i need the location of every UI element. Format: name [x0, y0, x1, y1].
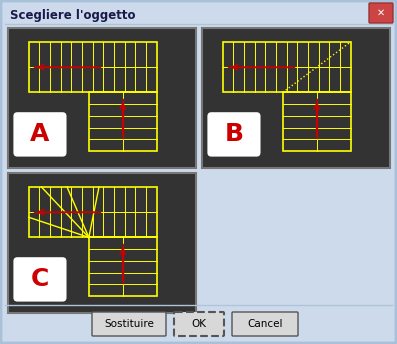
Text: C: C: [31, 267, 49, 291]
Bar: [89, 237, 156, 296]
Bar: [89, 93, 156, 151]
Bar: [94, 314, 166, 336]
Bar: [202, 28, 390, 168]
FancyBboxPatch shape: [92, 312, 166, 336]
Text: Scegliere l'oggetto: Scegliere l'oggetto: [10, 9, 135, 22]
Bar: [176, 314, 224, 336]
Bar: [29, 187, 156, 237]
Bar: [8, 28, 196, 168]
Bar: [8, 173, 196, 313]
Text: B: B: [224, 122, 243, 147]
FancyBboxPatch shape: [13, 112, 67, 157]
Bar: [283, 93, 351, 151]
FancyBboxPatch shape: [207, 112, 260, 157]
FancyBboxPatch shape: [13, 257, 67, 302]
Text: OK: OK: [191, 319, 206, 329]
FancyBboxPatch shape: [369, 3, 393, 23]
Text: ✕: ✕: [377, 8, 385, 18]
FancyBboxPatch shape: [232, 312, 298, 336]
Text: Sostituire: Sostituire: [104, 319, 154, 329]
Text: A: A: [30, 122, 50, 147]
FancyBboxPatch shape: [174, 312, 224, 336]
Bar: [29, 42, 156, 93]
Bar: [223, 42, 351, 93]
Bar: [234, 314, 298, 336]
Text: Cancel: Cancel: [247, 319, 283, 329]
